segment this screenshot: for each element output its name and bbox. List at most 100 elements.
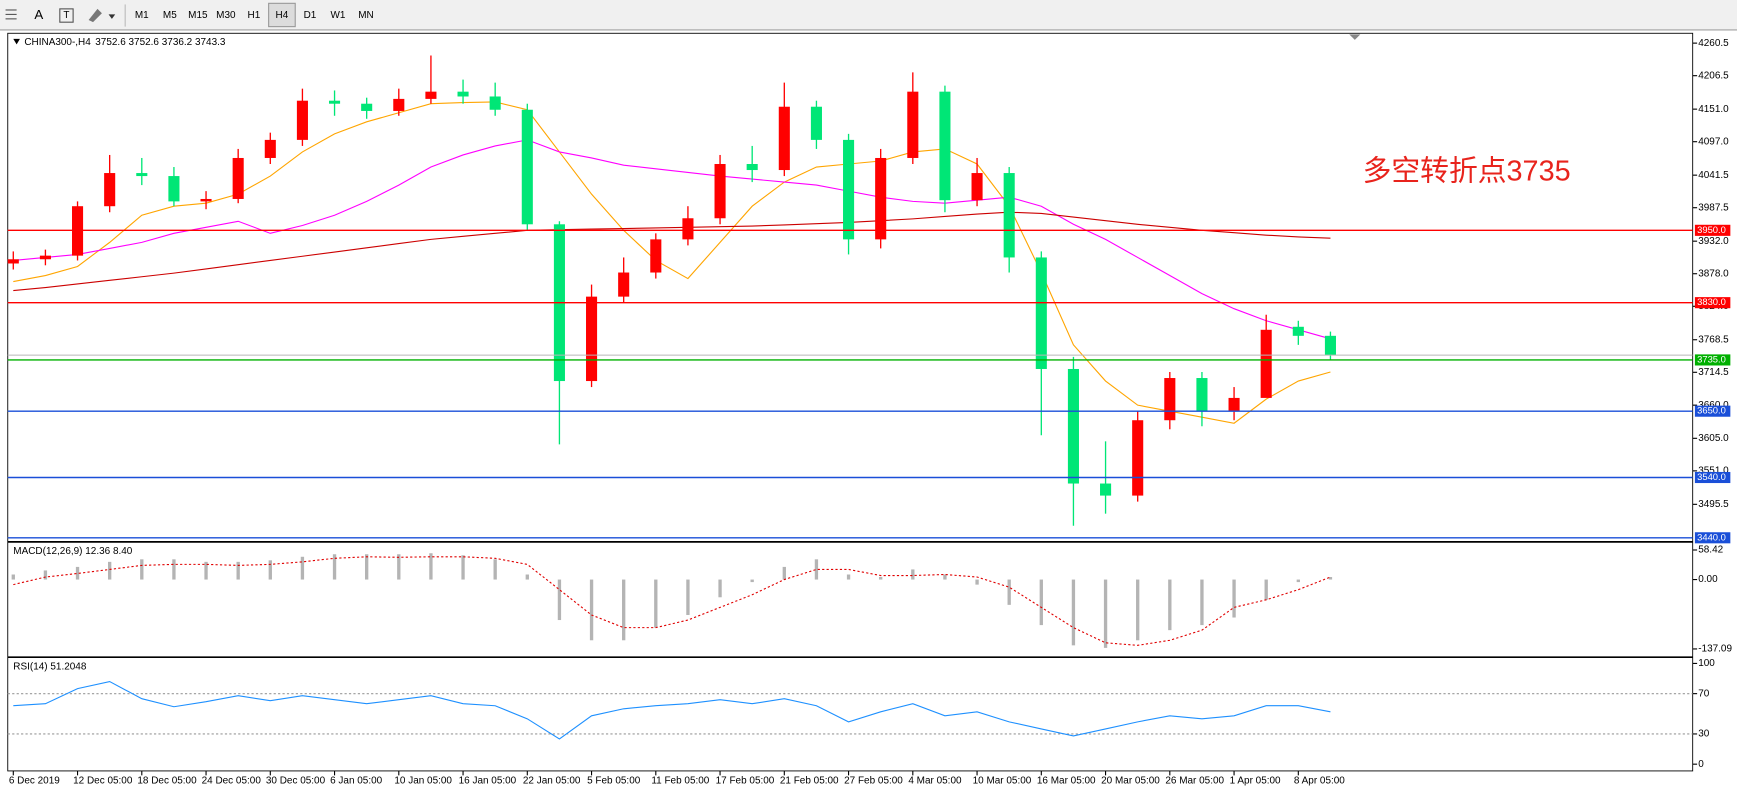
plot-area: 4260.5 4206.5 4151.0 4097.0 4041.5 3987.5 3932…: [7, 38, 1732, 787]
x-tick-label: 10 Mar 05:00: [973, 776, 1032, 787]
macd-histogram: [1103, 579, 1108, 648]
macd-histogram: [365, 554, 369, 580]
y-tick-label: 4097.0: [1698, 136, 1729, 147]
macd-histogram: [140, 559, 144, 580]
y-tick-label: 3660.0: [1698, 400, 1729, 411]
candle-body: [810, 106, 822, 140]
candle-body: [1067, 368, 1079, 484]
macd-histogram: [108, 561, 112, 580]
timeframe-button[interactable]: M15: [188, 10, 208, 21]
candle-body: [1100, 483, 1112, 496]
y-tick-label: 3551.0: [1698, 466, 1729, 477]
level-tag: [1694, 354, 1731, 366]
x-tick-label: 17 Feb 05:00: [716, 776, 775, 787]
candle-body: [200, 198, 212, 202]
x-tick-label: 18 Dec 05:00: [137, 776, 197, 787]
candle-body: [843, 139, 855, 240]
x-tick-label: 27 Feb 05:00: [844, 776, 903, 787]
timeframe-button[interactable]: MN: [358, 10, 374, 21]
timeframe-active: [268, 2, 296, 28]
macd-histogram: [1232, 579, 1236, 618]
candle-body: [521, 109, 533, 225]
macd-histogram: [236, 561, 240, 580]
y-tick-label: 30: [1698, 729, 1710, 740]
shift-marker[interactable]: [1349, 34, 1361, 40]
level-tag-label: 3950.0: [1697, 224, 1726, 235]
macd-histogram: [879, 577, 883, 580]
x-tick-label: 5 Feb 05:00: [587, 776, 641, 787]
timeframe-button[interactable]: W1: [331, 10, 346, 21]
candle-body: [1196, 378, 1208, 412]
level-tag-label: 3540.0: [1697, 471, 1726, 482]
x-tick-label: 6 Jan 05:00: [330, 776, 383, 787]
timeframe-button[interactable]: M30: [216, 10, 236, 21]
candle-body: [1132, 420, 1144, 496]
x-tick-label: 8 Apr 05:00: [1294, 776, 1345, 787]
candle-body: [136, 173, 148, 177]
macd-histogram: [654, 579, 658, 628]
y-tick-label: 3605.0: [1698, 433, 1729, 444]
timeframes: M1 M5 M15 M30 H1 H4 D1 W1 MN: [135, 2, 374, 28]
timeframe-button[interactable]: M5: [163, 10, 177, 21]
y-tick-label: 4151.0: [1698, 104, 1729, 115]
label-tool[interactable]: [59, 8, 74, 23]
macd-histogram: [1264, 579, 1268, 600]
level-tag-label: 3650.0: [1697, 405, 1726, 416]
candle-body: [489, 96, 501, 110]
y-tick-label: 3768.5: [1698, 334, 1729, 345]
x-tick-label: 21 Feb 05:00: [780, 776, 839, 787]
macd-histogram: [1039, 579, 1043, 626]
level-tag-label: 3830.0: [1697, 296, 1726, 307]
timeframe-button[interactable]: D1: [304, 10, 317, 21]
candle-body: [104, 173, 116, 207]
level-tag: [1694, 405, 1731, 417]
crosshair-icon[interactable]: [5, 9, 17, 20]
candle-body: [682, 218, 694, 240]
macd-histogram: [332, 554, 337, 580]
timeframe-button[interactable]: H1: [248, 10, 261, 21]
y-tick-label: 4206.5: [1698, 70, 1729, 81]
macd-histogram: [782, 566, 786, 580]
level-tag-label: 3440.0: [1697, 531, 1726, 542]
chart-frame: [7, 32, 1694, 772]
macd-histogram: [204, 561, 208, 580]
level-tag: [1694, 297, 1731, 309]
level-tag: [1694, 224, 1731, 236]
toolbar: [0, 0, 1737, 30]
candle-body: [7, 259, 19, 264]
macd-histogram: [1168, 579, 1172, 631]
candle-body: [778, 106, 790, 171]
y-tick-label: 4260.5: [1698, 38, 1729, 49]
level-tag: [1694, 471, 1731, 484]
macd-histogram: [1328, 577, 1333, 580]
timeframe-button[interactable]: H4: [276, 10, 289, 21]
objects-tool[interactable]: [88, 8, 102, 23]
symbol-arrow: [13, 38, 20, 45]
macd-histogram: [1071, 579, 1076, 646]
candle-body: [586, 296, 598, 382]
chart-title: CHINA300-,H4: [24, 37, 91, 48]
y-tick-label: 100: [1698, 658, 1715, 669]
y-tick-label: 4041.5: [1698, 170, 1729, 181]
level-tag-label: 3735.0: [1697, 353, 1726, 364]
macd-histogram: [589, 579, 594, 641]
dropdown-arrow[interactable]: [108, 14, 116, 19]
rsi-line: [13, 680, 1331, 740]
macd-histogram: [686, 579, 690, 615]
timeframe-button[interactable]: M1: [135, 10, 149, 21]
y-tick-label: 3987.5: [1698, 202, 1729, 213]
y-tick-label: 0.00: [1698, 574, 1718, 585]
x-tick-label: 22 Jan 05:00: [523, 776, 581, 787]
x-tick-label: 4 Mar 05:00: [908, 776, 962, 787]
text-tool[interactable]: A: [34, 7, 43, 22]
macd-histogram: [622, 579, 626, 641]
macd-histogram: [461, 555, 465, 580]
x-tick-label: 16 Mar 05:00: [1037, 776, 1096, 787]
ohlc-readout: 3752.6 3752.6 3736.2 3743.3: [95, 37, 226, 48]
candle-body: [1003, 173, 1015, 258]
candle-body: [650, 239, 662, 273]
annotation: 多空转折点3735: [1363, 156, 1571, 188]
candle-body: [1260, 329, 1272, 398]
